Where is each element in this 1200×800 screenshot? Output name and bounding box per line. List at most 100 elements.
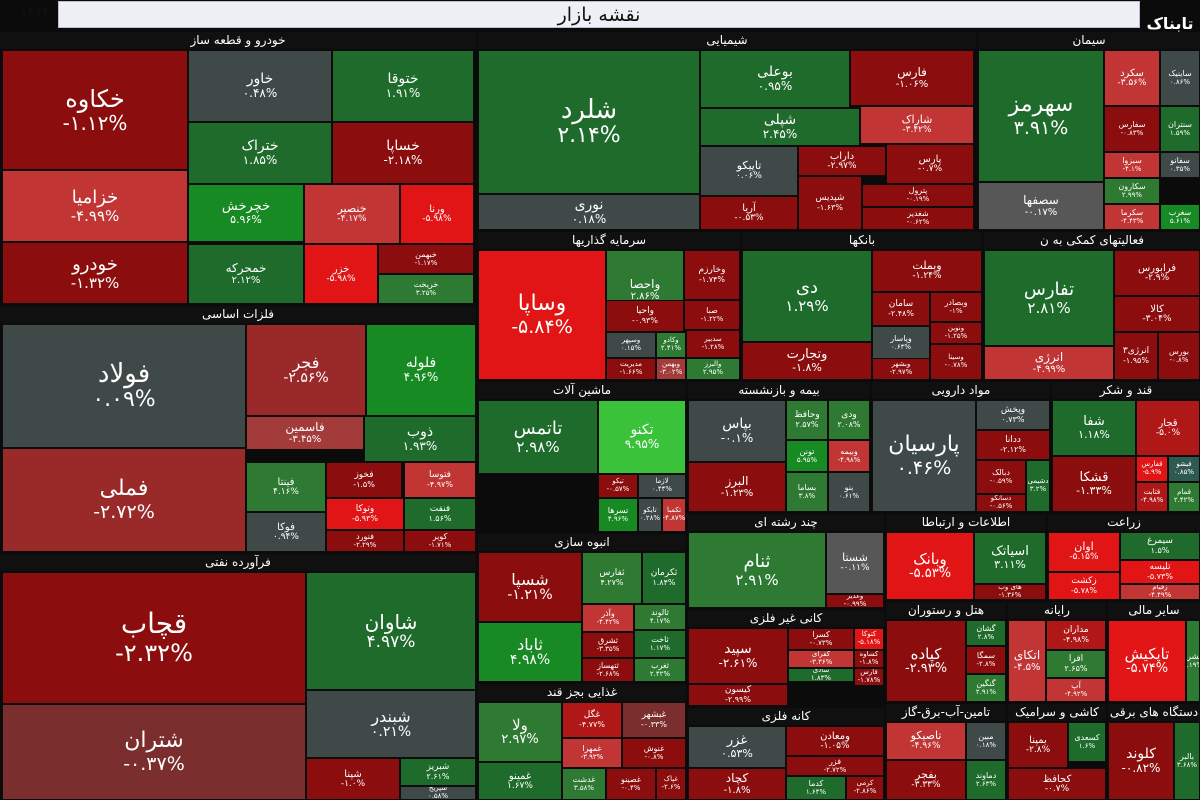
- stock-tile[interactable]: خبهمن -۱.۱۷%: [378, 244, 474, 274]
- stock-tile[interactable]: غزر ۰.۵۳%: [688, 726, 786, 768]
- stock-tile[interactable]: فنفت ۱.۵۶%: [404, 498, 476, 530]
- stock-tile[interactable]: قجار -۵.۰%: [1136, 400, 1200, 456]
- stock-tile[interactable]: خنصیر -۴.۱۷%: [304, 184, 400, 244]
- sector-header[interactable]: رایانه: [1008, 602, 1106, 619]
- stock-tile[interactable]: ولا ۲.۹۷%: [478, 702, 562, 762]
- stock-tile[interactable]: وساپا -۵.۸۴%: [478, 250, 606, 380]
- sector-header[interactable]: فلزات اساسی: [0, 306, 476, 323]
- stock-tile[interactable]: خودرو -۱.۳۲%: [2, 242, 188, 304]
- stock-tile[interactable]: دسانکو -۰.۵۶%: [976, 494, 1026, 512]
- stock-tile[interactable]: فتوسا -۴.۹۷%: [404, 462, 476, 498]
- stock-tile[interactable]: ثاباد ۴.۹۸%: [478, 622, 582, 682]
- stock-tile[interactable]: اتکای -۴.۵%: [1008, 620, 1046, 702]
- stock-tile[interactable]: قشکا -۱.۳۳%: [1052, 456, 1136, 512]
- stock-tile[interactable]: شستا -۰.۱۱%: [826, 532, 884, 594]
- stock-tile[interactable]: سیمرغ ۱.۵%: [1120, 532, 1200, 560]
- stock-tile[interactable]: شاوان ۴.۹۷%: [306, 572, 476, 690]
- sector-header[interactable]: دستگاه های برقی: [1108, 704, 1200, 721]
- stock-tile[interactable]: گشان ۲.۸%: [966, 620, 1006, 646]
- stock-tile[interactable]: کساوه -۱.۸%: [854, 650, 884, 668]
- stock-tile[interactable]: ثشرق -۳.۳۵%: [582, 632, 634, 658]
- stock-tile[interactable]: تیکو -۰.۵۷%: [598, 474, 638, 498]
- stock-tile[interactable]: خریخت ۳.۲۵%: [378, 274, 474, 304]
- sector-header[interactable]: کانی غیر فلزی: [688, 610, 884, 627]
- stock-tile[interactable]: وتجارت -۱.۸%: [742, 342, 872, 380]
- stock-tile[interactable]: فیشو ۰.۸۵%: [1168, 456, 1200, 482]
- sector-header[interactable]: اطلاعات و ارتباطا: [886, 514, 1046, 531]
- stock-tile[interactable]: بمپنا -۲.۸%: [1008, 722, 1068, 768]
- stock-tile[interactable]: ثفارس ۴.۲۷%: [582, 552, 642, 604]
- sector-header[interactable]: چند رشته ای: [688, 514, 884, 531]
- stock-tile[interactable]: سکرما -۴.۴۳%: [1104, 204, 1160, 230]
- stock-tile[interactable]: کالا -۳.۰۴%: [1114, 296, 1200, 332]
- stock-tile[interactable]: سکرد -۳.۵۶%: [1104, 50, 1160, 106]
- stock-tile[interactable]: خاور ۰.۴۸%: [188, 50, 332, 122]
- stock-tile[interactable]: صبا -۱.۲۲%: [684, 300, 740, 330]
- stock-tile[interactable]: فنورد -۲.۲۹%: [326, 530, 404, 552]
- stock-tile[interactable]: شلرد ۲.۱۴%: [478, 50, 700, 194]
- stock-tile[interactable]: وپاسار ۰.۶۳%: [872, 326, 930, 360]
- stock-tile[interactable]: ثکرمان ۱.۸۴%: [642, 552, 686, 604]
- sector-header[interactable]: بانکها: [742, 232, 982, 249]
- stock-tile[interactable]: فخوز -۱.۵%: [326, 462, 402, 498]
- stock-tile[interactable]: وسپهر ۰.۱۵%: [606, 332, 656, 358]
- stock-tile[interactable]: تاتمس ۲.۹۸%: [478, 400, 598, 474]
- stock-tile[interactable]: شسپا -۱.۲۱%: [478, 552, 582, 622]
- stock-tile[interactable]: کسرا -۰.۷۳%: [788, 628, 854, 650]
- stock-tile[interactable]: وبهمن -۳.۰۲%: [656, 358, 686, 380]
- stock-tile[interactable]: غمینو ۱.۶۷%: [478, 762, 562, 800]
- stock-tile[interactable]: شبندر ۰.۲۱%: [306, 690, 476, 758]
- stock-tile[interactable]: ساینیک ۰.۸۶%: [1160, 50, 1200, 106]
- stock-tile[interactable]: بالبر ۳.۶۸%: [1174, 722, 1200, 800]
- stock-tile[interactable]: زقیام -۴.۴۹%: [1120, 584, 1200, 600]
- stock-tile[interactable]: سفارس -۰.۸۳%: [1104, 106, 1160, 152]
- sector-header[interactable]: مواد دارویی: [872, 382, 1050, 399]
- stock-tile[interactable]: فارس -۱.۷۸%: [854, 668, 884, 686]
- stock-tile[interactable]: کدما ۱.۶۴%: [786, 776, 846, 800]
- stock-tile[interactable]: ذوب ۱.۹۳%: [364, 416, 476, 462]
- stock-tile[interactable]: تاپکیش -۵.۷۴%: [1108, 620, 1186, 702]
- stock-tile[interactable]: وبصادر -۱%: [930, 292, 982, 322]
- stock-tile[interactable]: ثاخت ۱.۱۷%: [634, 630, 686, 658]
- stock-tile[interactable]: کحافظ -۰.۷%: [1008, 768, 1106, 800]
- sector-header[interactable]: سرمایه گذاریها: [478, 232, 740, 249]
- sector-header[interactable]: انبوه سازی: [478, 534, 686, 551]
- stock-tile[interactable]: تایکو ۰.۲۸%: [638, 498, 662, 532]
- stock-tile[interactable]: آریا -۰.۵۳%: [700, 196, 798, 230]
- sector-header[interactable]: شیمیایی: [478, 32, 976, 49]
- stock-tile[interactable]: شپنا -۱.۰%: [306, 758, 400, 800]
- stock-tile[interactable]: اوان -۵.۱۵%: [1048, 532, 1120, 572]
- stock-tile[interactable]: سبزوا -۴.۱%: [1104, 152, 1160, 178]
- stock-tile[interactable]: تسرها ۴.۹۶%: [598, 498, 638, 532]
- stock-tile[interactable]: داراب -۲.۹۷%: [798, 146, 886, 176]
- stock-tile[interactable]: پارس -۰.۷%: [886, 144, 974, 184]
- stock-tile[interactable]: فلوله ۴.۹۶%: [366, 324, 476, 416]
- stock-tile[interactable]: البرز -۱.۲۳%: [688, 462, 786, 512]
- stock-tile[interactable]: تاپیکو ۰.۰۶%: [700, 146, 798, 196]
- stock-tile[interactable]: قچاب -۲.۳۲%: [2, 572, 306, 704]
- stock-tile[interactable]: شفا ۱.۱۸%: [1052, 400, 1136, 456]
- stock-tile[interactable]: کسعدی ۱.۶%: [1068, 722, 1106, 762]
- stock-tile[interactable]: پارسیان ۰.۴۶%: [872, 400, 976, 512]
- stock-tile[interactable]: ختراک ۱.۸۵%: [188, 122, 332, 184]
- stock-tile[interactable]: زکشت -۵.۷۸%: [1048, 572, 1120, 600]
- stock-tile[interactable]: بورس -۰.۸%: [1158, 332, 1200, 380]
- sector-header[interactable]: بیمه و بازنشسته: [688, 382, 870, 399]
- stock-tile[interactable]: کیسون -۲.۹۹%: [688, 684, 788, 706]
- stock-tile[interactable]: شبریز ۲.۶۱%: [400, 758, 476, 786]
- stock-tile[interactable]: کرمی -۲.۸۶%: [846, 776, 884, 800]
- stock-tile[interactable]: کپاده -۲.۹۳%: [886, 620, 966, 702]
- stock-tile[interactable]: وتوکا -۵.۹۳%: [326, 498, 404, 530]
- stock-tile[interactable]: وبانک -۵.۵۳%: [886, 532, 974, 600]
- stock-tile[interactable]: های وب -۱.۳۶%: [974, 584, 1046, 600]
- stock-tile[interactable]: شپریخ ۰.۵۸%: [400, 786, 476, 800]
- stock-tile[interactable]: کویر -۱.۷۱%: [404, 530, 476, 552]
- stock-tile[interactable]: سمگا -۲.۸%: [966, 646, 1006, 674]
- stock-tile[interactable]: فارس -۱.۰۶%: [850, 50, 974, 106]
- stock-tile[interactable]: ددانا -۲.۱۲%: [976, 430, 1050, 460]
- stock-tile[interactable]: نوری ۰.۱۸%: [478, 194, 700, 230]
- stock-tile[interactable]: وحافظ ۲.۵۷%: [786, 400, 828, 440]
- sector-header[interactable]: فعالیتهای کمکی به ن: [984, 232, 1200, 249]
- stock-tile[interactable]: مبین ۰.۱۸%: [966, 722, 1006, 760]
- stock-tile[interactable]: دبالک -۰.۵۹%: [976, 460, 1026, 494]
